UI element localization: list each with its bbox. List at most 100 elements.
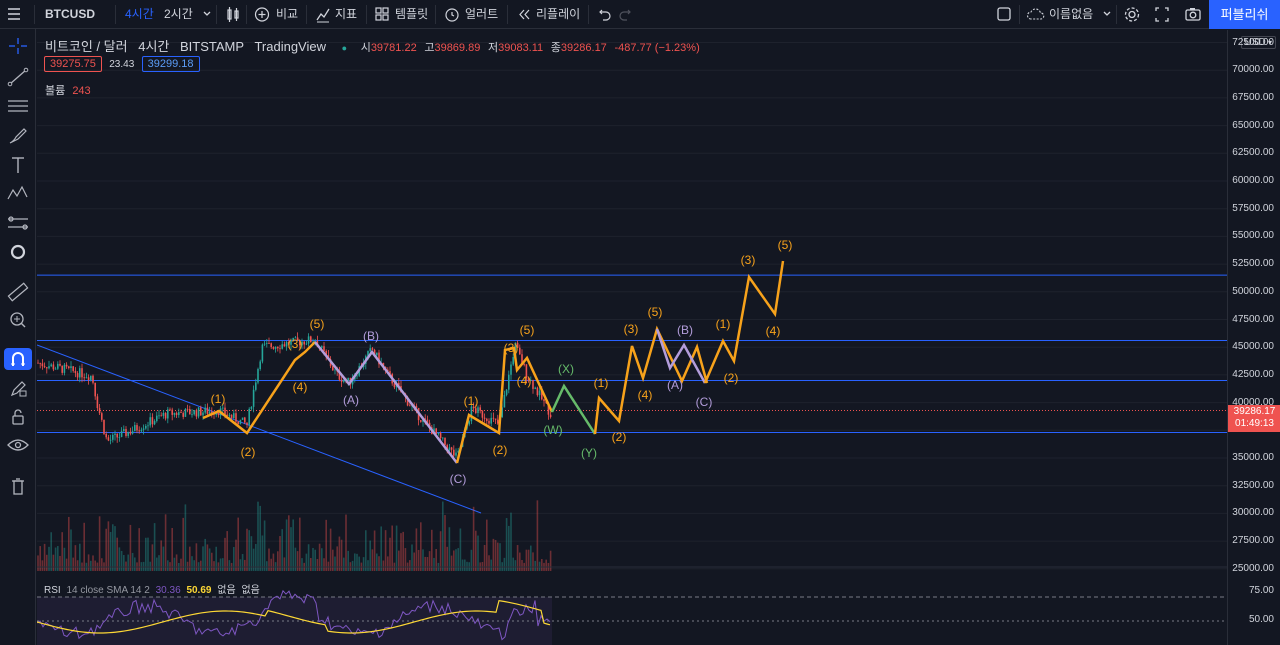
horizontal-lines-icon[interactable] (4, 95, 32, 117)
rsi-legend[interactable]: RSI 14 close SMA 14 2 30.36 50.69 없음 없음 (44, 581, 260, 596)
wave-label: (1) (211, 392, 226, 406)
indicators-icon[interactable] (315, 0, 331, 29)
symbol-legend[interactable]: 비트코인 / 달러 4시간 BITSTAMP TradingView ● 시39… (45, 36, 700, 55)
publish-button[interactable]: 퍼블리쉬 (1209, 0, 1280, 29)
interval-2h-button[interactable]: 2시간 (164, 7, 193, 21)
replay-button[interactable]: 리플레이 (536, 7, 581, 21)
wave-label: (1) (464, 394, 479, 408)
candle-body (173, 412, 176, 415)
interval-4h-button[interactable]: 4시간 (125, 7, 154, 21)
ask-price[interactable]: 39299.18 (141, 56, 200, 72)
wave-label: (3) (288, 337, 303, 351)
eye-icon[interactable] (4, 434, 32, 456)
candle-body (290, 340, 292, 345)
volume-bar (549, 550, 552, 571)
candle-body (222, 407, 224, 409)
volume-bar (149, 561, 151, 571)
magnet-icon[interactable] (4, 348, 32, 370)
zoom-in-icon[interactable] (4, 309, 32, 331)
legend-high-label: 고 (424, 42, 435, 54)
divider (1116, 5, 1117, 24)
candle-body (208, 411, 211, 414)
crosshair-icon[interactable] (4, 35, 32, 57)
volume-bar (182, 517, 184, 571)
ruler-icon[interactable] (4, 281, 32, 303)
fullscreen-icon[interactable] (1154, 0, 1170, 29)
layout-name-button[interactable]: 이름없음 (1049, 7, 1094, 21)
volume-bar (272, 553, 275, 571)
trash-icon[interactable] (4, 475, 32, 497)
templates-button[interactable]: 템플릿 (395, 7, 429, 21)
camera-icon[interactable] (1184, 0, 1202, 29)
currency-selector[interactable]: USD ▾ (1240, 36, 1276, 49)
candle-body (307, 336, 310, 344)
candle-body (250, 406, 253, 409)
pattern-tool-icon[interactable] (4, 212, 32, 234)
volume-bar (499, 543, 501, 571)
volume-bar (380, 526, 382, 571)
undo-icon[interactable] (596, 0, 612, 29)
templates-icon[interactable] (374, 0, 390, 29)
alerts-button[interactable]: 얼러트 (465, 7, 499, 21)
redo-icon[interactable] (618, 0, 634, 29)
volume-bar (527, 549, 530, 571)
volume-bar (486, 519, 488, 571)
plus-circle-icon[interactable] (254, 0, 270, 29)
alarm-clock-icon[interactable] (444, 0, 460, 29)
menu-icon[interactable] (6, 0, 22, 29)
volume-bar (211, 552, 213, 571)
volume-bar (516, 545, 519, 571)
volume-legend[interactable]: 볼륨 243 (45, 82, 91, 98)
chevron-down-icon[interactable] (1101, 0, 1113, 29)
volume-bar (305, 553, 308, 571)
price-chart-canvas[interactable]: (1)(2)(3)(4)(5)(A)(B)(C)(1)(2)(3)(4)(5)(… (37, 30, 1227, 645)
wave-label: (X) (558, 362, 574, 376)
legend-title: 비트코인 / 달러 (45, 39, 128, 54)
volume-bar (391, 525, 393, 571)
volume-bar (459, 528, 462, 571)
candle-body (37, 362, 39, 364)
circle-shape-icon[interactable] (4, 241, 32, 263)
trend-line-icon[interactable] (4, 66, 32, 88)
volume-bar (37, 555, 39, 571)
chevron-down-icon[interactable] (201, 0, 213, 29)
candle-body (389, 371, 391, 375)
price-axis[interactable]: USD ▾ 72500.00 70000.00 67500.00 65000.00 62… (1227, 30, 1280, 645)
volume-bar (277, 551, 279, 571)
price-tick: 47500.00 (1232, 313, 1274, 325)
volume-bar (424, 556, 426, 571)
volume-bar (494, 539, 497, 571)
volume-bar (334, 556, 336, 571)
lock-pencil-icon[interactable] (4, 377, 32, 399)
chart-pane[interactable]: (1) (2) (3) (4) (5) (A) (B) (C) (1) (2) (3) (4) (5)(… (37, 30, 1227, 645)
candle-body (261, 344, 264, 362)
rsi-label: RSI (44, 585, 61, 596)
candle-body (244, 417, 246, 423)
elliott-wave-icon[interactable] (4, 182, 32, 204)
cloud-icon[interactable] (1026, 0, 1046, 29)
candle-body (541, 390, 543, 400)
text-tool-icon[interactable] (4, 154, 32, 176)
volume-bars (37, 500, 552, 571)
brush-icon[interactable] (4, 125, 32, 147)
divider (246, 5, 247, 24)
candle-body (72, 366, 74, 371)
volume-bar (332, 549, 334, 571)
volume-bar (532, 552, 534, 571)
volume-bar (446, 546, 448, 571)
bid-price[interactable]: 39275.75 (44, 56, 102, 72)
candles-icon[interactable] (225, 0, 241, 29)
volume-bar (450, 555, 453, 571)
market-open-dot-icon: ● (341, 43, 348, 53)
candle-body (521, 354, 523, 365)
lock-icon[interactable] (4, 406, 32, 428)
indicators-button[interactable]: 지표 (335, 7, 358, 21)
candle-body (263, 343, 266, 345)
compare-button[interactable]: 비교 (276, 7, 299, 21)
gear-icon[interactable] (1123, 0, 1141, 29)
legend-high-value: 39869.89 (434, 42, 481, 54)
replay-icon[interactable] (516, 0, 532, 29)
symbol-search-button[interactable]: BTCUSD (45, 7, 95, 21)
candle-body (195, 410, 198, 417)
square-layout-icon[interactable] (996, 0, 1012, 29)
